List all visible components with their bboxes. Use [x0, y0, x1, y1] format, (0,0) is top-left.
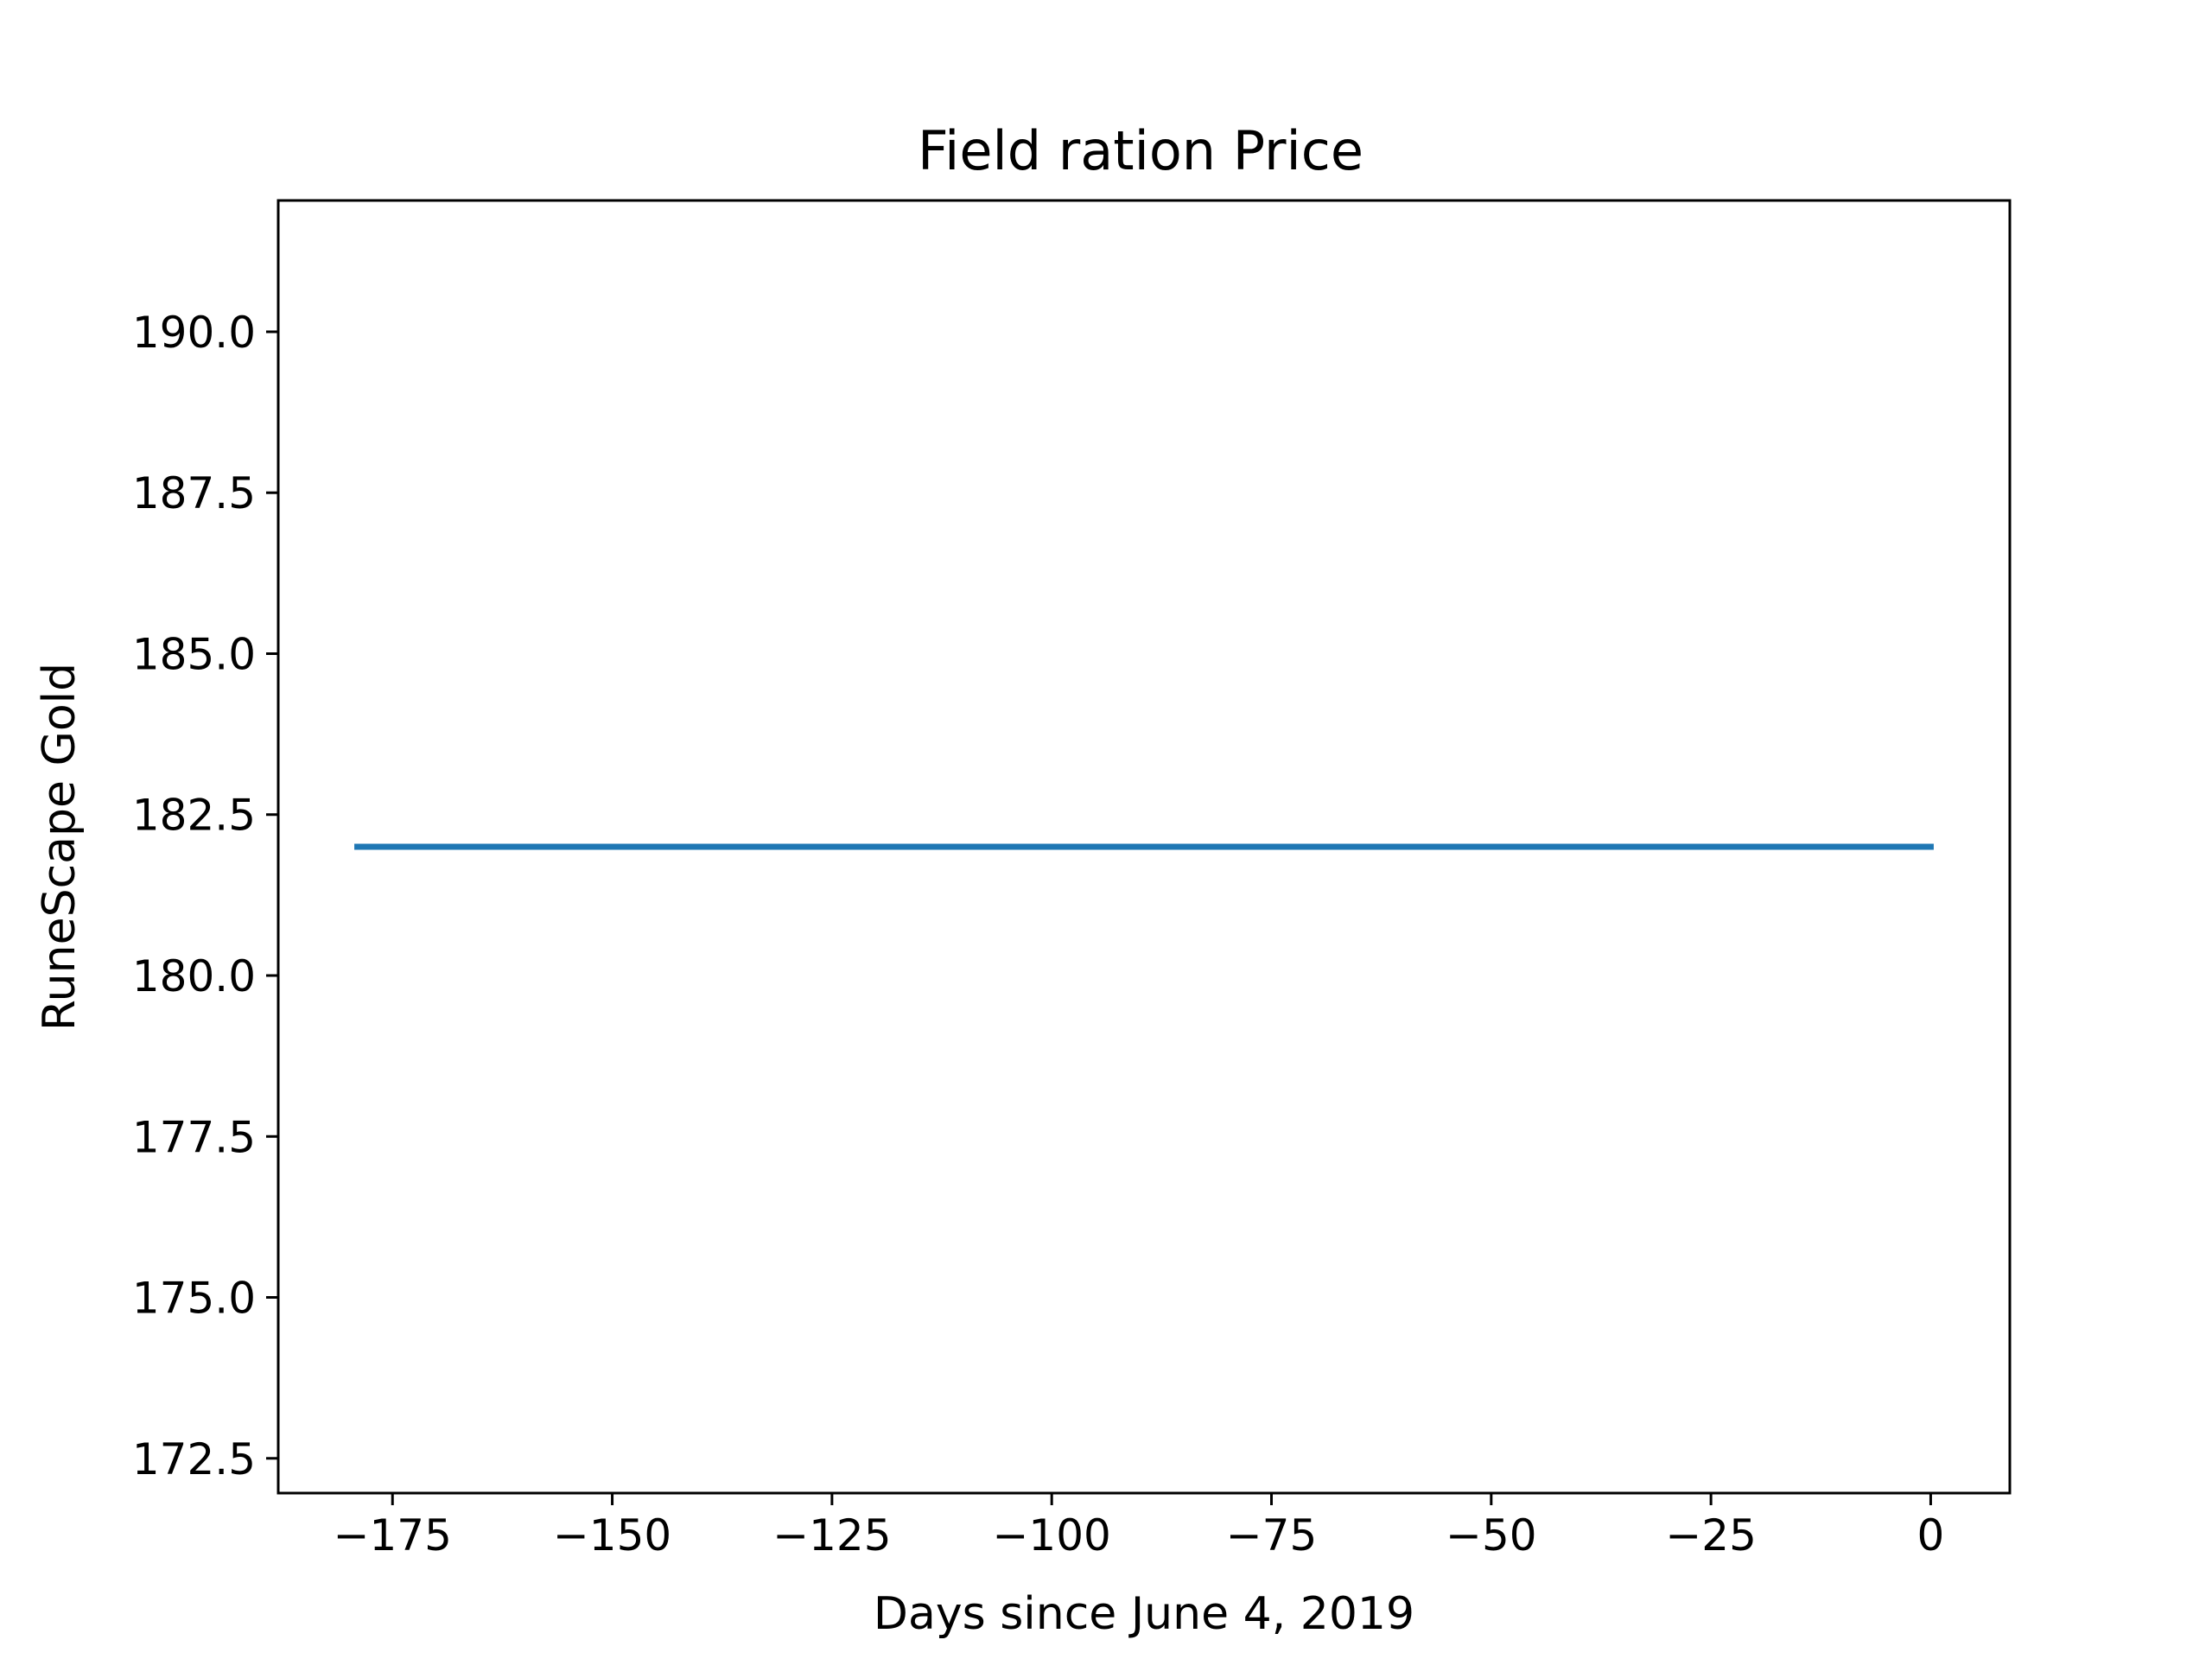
x-tick-label: 0	[1917, 1510, 1945, 1560]
x-tick-label: −50	[1446, 1510, 1537, 1560]
x-axis-ticks: −175 −150 −125 −100 −75 −50 −25 0	[334, 1493, 1945, 1560]
y-tick-label: 180.0	[132, 951, 256, 1001]
chart-title: Field ration Price	[918, 119, 1363, 182]
y-tick-label: 182.5	[132, 791, 256, 841]
x-tick-label: −175	[334, 1510, 452, 1560]
plot-area-frame	[276, 199, 2012, 1495]
y-tick-label: 185.0	[132, 629, 256, 679]
x-axis-label: Days since June 4, 2019	[874, 1588, 1414, 1640]
x-tick-label: −75	[1226, 1510, 1318, 1560]
y-axis-label: RuneScape Gold	[34, 663, 86, 1031]
y-tick-label: 187.5	[132, 468, 256, 518]
x-tick-label: −100	[993, 1510, 1111, 1560]
x-tick-label: −150	[553, 1510, 671, 1560]
y-tick-label: 190.0	[132, 308, 256, 358]
y-axis-ticks: 172.5 175.0 177.5 180.0 182.5 185.0 187.5 190.0	[132, 308, 278, 1484]
x-tick-label: −125	[772, 1510, 891, 1560]
y-tick-label: 172.5	[132, 1434, 256, 1484]
y-tick-label: 177.5	[132, 1112, 256, 1162]
y-tick-label: 175.0	[132, 1274, 256, 1324]
x-tick-label: −25	[1665, 1510, 1757, 1560]
